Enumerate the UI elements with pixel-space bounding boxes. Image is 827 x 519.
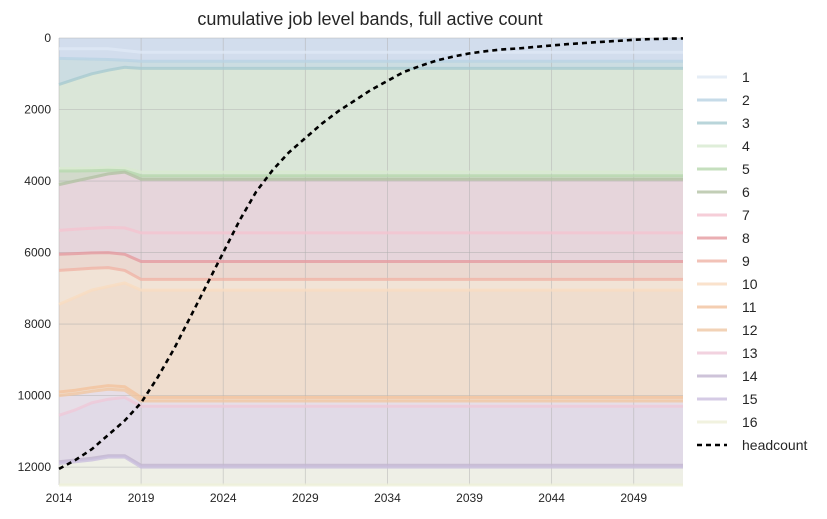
legend-label-6: 6 [742,184,750,200]
legend-label-2: 2 [742,92,750,108]
band-2 [59,48,683,62]
band-16 [59,457,683,485]
series-line-6 [58,170,683,187]
x-tick-label: 2039 [456,491,483,505]
x-tick-label: 2014 [46,491,73,505]
series-line-13 [58,395,683,417]
y-tick-label: 4000 [24,174,51,188]
x-tick-label: 2029 [292,491,319,505]
series-line-9 [58,266,683,281]
legend-label-3: 3 [742,115,750,131]
legend-label-1: 1 [742,69,750,85]
series-line-1 [59,47,683,54]
chart-title: cumulative job level bands, full active … [197,9,542,29]
series-line-12 [58,387,683,403]
band-14 [59,397,683,466]
legend-label-14: 14 [742,368,758,384]
series-line-8 [58,251,683,263]
series-line-2 [58,56,683,63]
series-line-5 [59,168,683,178]
band-7 [59,172,683,233]
legend-label-11: 11 [742,299,757,315]
y-tick-label: 2000 [24,103,51,117]
band-10 [59,267,683,305]
series-line-7 [58,225,683,235]
band-6 [59,170,683,185]
legend-label-4: 4 [742,138,750,154]
series-line-3 [58,65,683,86]
y-tick-label: 6000 [24,246,51,260]
legend-label-13: 13 [742,345,758,361]
y-tick-label: 0 [44,31,51,45]
legend-label-9: 9 [742,253,750,269]
y-tick-label: 8000 [24,317,51,331]
x-tick-label: 2044 [538,491,565,505]
x-tick-label: 2019 [128,491,155,505]
legend-label-5: 5 [742,161,750,177]
legend-label-8: 8 [742,230,750,246]
band-8 [59,227,683,262]
headcount-line [58,37,684,471]
band-9 [59,252,683,280]
band-4 [59,67,683,173]
series-line-4 [59,166,683,174]
band-5 [59,167,683,176]
band-11 [59,283,683,398]
y-tick-label: 12000 [18,460,52,474]
series-line-11 [58,384,683,399]
x-tick-label: 2034 [374,491,401,505]
legend-label-16: 16 [742,414,758,430]
series-line-15 [58,455,683,469]
x-tick-label: 2049 [620,491,647,505]
y-tick-label: 10000 [18,389,52,403]
legend-label-7: 7 [742,207,750,223]
series-line-14 [58,454,683,467]
legend-label-15: 15 [742,391,758,407]
band-1 [59,38,683,53]
legend-label-headcount: headcount [742,437,808,453]
band-3 [59,58,683,85]
series-line-10 [58,281,683,306]
x-tick-label: 2024 [210,491,237,505]
plot-area: 2014 2019 2024 2029 2034 2039 2044 2049 0 2000 400… [18,31,684,505]
legend-label-10: 10 [742,276,758,292]
legend-label-12: 12 [742,322,758,338]
